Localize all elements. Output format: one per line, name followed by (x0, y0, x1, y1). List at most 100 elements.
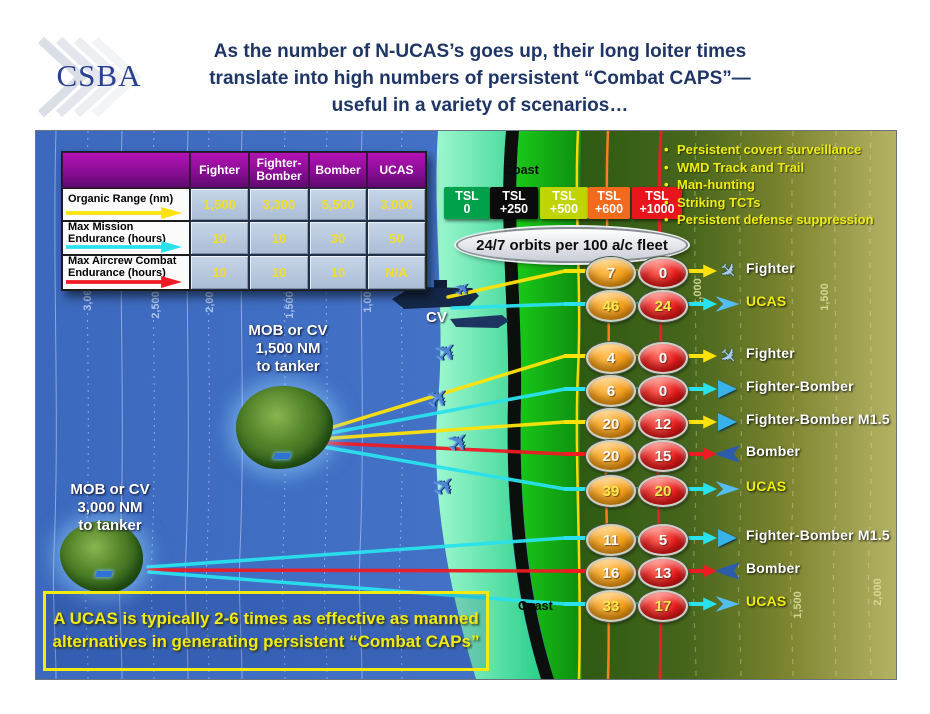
tsl-badge-0: TSL 0 (444, 187, 490, 219)
aircraft-type-label: Fighter (746, 345, 795, 361)
aircraft-type-label: Bomber (746, 443, 801, 459)
table-cell: N/A (367, 255, 426, 290)
orbit-count-far: 17 (638, 590, 688, 622)
mob-structures-icon (273, 453, 291, 459)
sortie-row: 20 12 Fighter-Bomber M1.5 (556, 407, 896, 440)
tsl-badge-500: TSL +500 (540, 187, 588, 219)
coast-label-top: Coast (504, 163, 539, 177)
table-cell: 10 (190, 255, 249, 290)
orbit-count-near: 4 (586, 342, 636, 374)
sortie-row: 46 24 UCAS (556, 289, 896, 322)
orbit-count-near: 20 (586, 408, 636, 440)
sortie-row: 39 20 UCAS (556, 474, 896, 507)
tsl-badge-250: TSL +250 (490, 187, 538, 219)
column-header: Fighter-Bomber (249, 152, 309, 188)
cv-label: CV (426, 309, 447, 326)
orbit-count-near: 11 (586, 524, 636, 556)
ucas-icon (714, 591, 741, 617)
bomber-icon (714, 558, 741, 584)
mob-island-3000 (60, 521, 143, 593)
csba-logo: CSBA (35, 36, 163, 118)
fighter-icon (714, 343, 741, 369)
orbits-banner: 24/7 orbits per 100 a/c fleet (456, 227, 688, 263)
aircraft-type-label: UCAS (746, 293, 787, 309)
orbit-count-far: 20 (638, 475, 688, 507)
orbit-count-far: 15 (638, 440, 688, 472)
sortie-line (147, 570, 567, 606)
row-header-aircrew-endurance: Max Aircrew Combat Endurance (hours) (62, 255, 190, 290)
escort-ship-silhouette (450, 315, 509, 328)
base-label-3000: MOB or CV 3,000 NM to tanker (70, 481, 150, 534)
orbit-count-far: 12 (638, 408, 688, 440)
fighter-bomber-icon (714, 409, 741, 435)
table-cell: 10 (249, 221, 309, 255)
tsl-badge-600: TSL +600 (588, 187, 630, 219)
title-line-3: useful in a variety of scenarios… (331, 95, 629, 116)
orbit-count-near: 46 (586, 290, 636, 322)
row-header-mission-endurance: Max Mission Endurance (hours) (62, 221, 190, 255)
orbit-count-near: 39 (586, 475, 636, 507)
sortie-line (304, 440, 567, 456)
aircraft-type-label: Fighter (746, 260, 795, 276)
sortie-row: 6 0 Fighter-Bomber (556, 374, 896, 407)
orbit-count-near: 33 (586, 590, 636, 622)
slide-title: As the number of N-UCAS’s goes up, their… (150, 38, 810, 119)
sortie-row: 16 13 Bomber (556, 556, 896, 589)
column-header: Fighter (190, 152, 249, 188)
scenario-item: Persistent defense suppression (664, 211, 896, 229)
bomber-icon (714, 441, 741, 467)
tanker-aircraft-icon (428, 383, 454, 409)
csba-chevrons-icon (37, 36, 142, 118)
sortie-row: 20 15 Bomber (556, 439, 896, 472)
table-cell: 10 (190, 221, 249, 255)
tanker-aircraft-icon (434, 471, 460, 497)
fighter-bomber-icon (714, 525, 741, 551)
aircraft-comparison-table: Fighter Fighter-Bomber Bomber UCAS Organ… (61, 151, 427, 291)
range-arrow-icon (66, 207, 182, 219)
ucas-effectiveness-callout: A UCAS is typically 2-6 times as effecti… (43, 591, 489, 671)
orbit-count-far: 24 (638, 290, 688, 322)
sortie-row: 33 17 UCAS (556, 589, 896, 622)
row-header-organic-range: Organic Range (nm) (62, 188, 190, 221)
aircraft-type-label: Bomber (746, 560, 801, 576)
orbit-count-near: 20 (586, 440, 636, 472)
scenario-map: 3,000 2,500 2,000 1,500 1,000 1,000 1,50… (35, 130, 897, 680)
table-cell: 5,500 (309, 188, 367, 221)
fighter-icon (714, 258, 741, 284)
callout-line-2: alternatives in generating persistent “C… (52, 632, 480, 651)
sortie-line (303, 420, 567, 442)
fighter-bomber-icon (714, 376, 741, 402)
orbit-count-near: 7 (586, 257, 636, 289)
aircraft-type-label: Fighter-Bomber (746, 378, 854, 394)
scenario-list: Persistent covert surveillance WMD Track… (664, 141, 896, 229)
orbit-count-far: 0 (638, 375, 688, 407)
orbit-count-near: 6 (586, 375, 636, 407)
sortie-line (302, 387, 567, 440)
sortie-line (147, 568, 567, 573)
ucas-icon (714, 291, 741, 317)
table-cell: 50 (367, 221, 426, 255)
sortie-row: 7 0 Fighter (556, 256, 896, 289)
table-cell: 10 (309, 255, 367, 290)
orbit-count-far: 5 (638, 524, 688, 556)
aircraft-type-label: Fighter-Bomber M1.5 (746, 527, 890, 543)
ucas-icon (714, 476, 741, 502)
column-header: Bomber (309, 152, 367, 188)
aircraft-type-label: UCAS (746, 593, 787, 609)
base-label-1500: MOB or CV 1,500 NM to tanker (248, 322, 328, 375)
column-header: UCAS (367, 152, 426, 188)
sortie-row: 11 5 Fighter-Bomber M1.5 (556, 523, 896, 556)
tanker-aircraft-icon (456, 279, 482, 305)
tanker-aircraft-icon (448, 427, 474, 453)
csba-logo-text: CSBA (56, 58, 142, 93)
sortie-fan-lines (146, 269, 567, 606)
sortie-line (146, 536, 567, 569)
orbit-count-near: 16 (586, 557, 636, 589)
table-cell: 30 (309, 221, 367, 255)
scenario-item: WMD Track and Trail (664, 159, 896, 177)
title-line-1: As the number of N-UCAS’s goes up, their… (213, 41, 747, 62)
table-corner-cell (62, 152, 190, 188)
scenario-item: Persistent covert surveillance (664, 141, 896, 159)
sortie-line (450, 302, 567, 310)
